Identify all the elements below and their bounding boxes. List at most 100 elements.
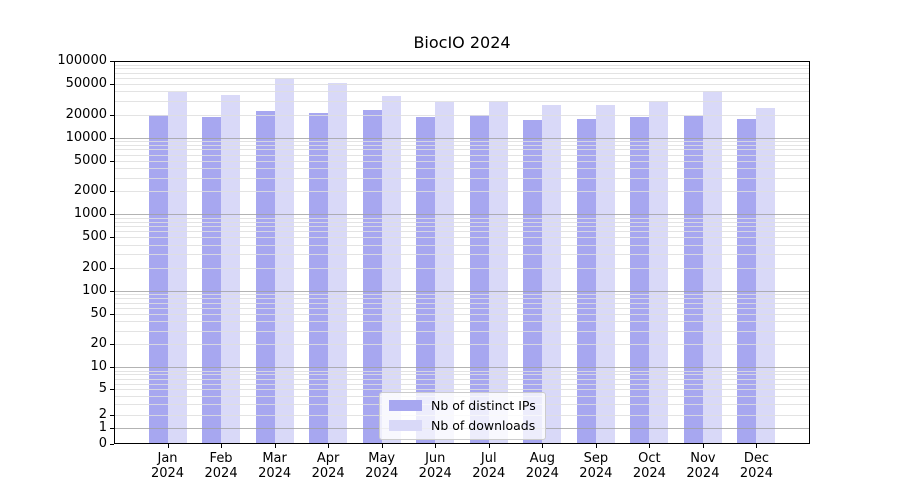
minor-gridline [115, 141, 809, 143]
minor-gridline [115, 101, 809, 103]
x-tick-mark [328, 444, 330, 448]
x-tick-label-sep: Sep 2024 [566, 451, 626, 481]
minor-gridline [115, 149, 809, 151]
minor-gridline [115, 389, 809, 391]
x-tick-year-label: 2024 [632, 466, 666, 481]
x-tick-label-jan: Jan 2024 [138, 451, 198, 481]
x-tick-mark [595, 444, 597, 448]
x-tick-label-may: May 2024 [352, 451, 412, 481]
minor-gridline [115, 294, 809, 296]
minor-gridline [115, 217, 809, 219]
y-tick-label: 100000 [57, 53, 107, 68]
y-tick-mark [110, 389, 114, 390]
bar-distinct-ips-apr [309, 112, 329, 444]
legend-swatch-distinct-ips [389, 400, 422, 411]
x-tick-mark [756, 444, 758, 448]
y-tick-label: 5000 [73, 153, 107, 168]
x-tick-label-jul: Jul 2024 [459, 451, 519, 481]
y-tick-mark [110, 444, 114, 445]
bar-distinct-ips-jul [469, 115, 489, 444]
y-tick-label: 50000 [65, 76, 107, 91]
minor-gridline [115, 191, 809, 193]
minor-gridline [115, 160, 809, 162]
minor-gridline [115, 244, 809, 246]
y-tick-label: 50 [90, 306, 107, 321]
x-tick-label-jun: Jun 2024 [405, 451, 465, 481]
x-tick-year-label: 2024 [204, 466, 238, 481]
minor-gridline [115, 254, 809, 256]
x-tick-year-label: 2024 [739, 466, 773, 481]
x-tick-year-label: 2024 [525, 466, 559, 481]
x-tick-mark [702, 444, 704, 448]
x-tick-mark [167, 444, 169, 448]
x-tick-year-label: 2024 [472, 466, 506, 481]
major-gridline [115, 214, 809, 216]
y-tick-label: 1 [98, 420, 107, 435]
x-tick-year-label: 2024 [150, 466, 185, 481]
x-tick-mark [221, 444, 223, 448]
minor-gridline [115, 154, 809, 156]
y-tick-mark [110, 415, 114, 416]
minor-gridline [115, 221, 809, 223]
y-tick-label: 10 [90, 359, 107, 374]
y-tick-mark [110, 214, 114, 215]
legend-label-downloads: Nb of downloads [431, 418, 536, 433]
y-tick-mark [110, 314, 114, 315]
x-tick-year-label: 2024 [418, 466, 452, 481]
x-tick-year-label: 2024 [311, 466, 345, 481]
minor-gridline [115, 226, 809, 228]
bar-distinct-ips-nov [683, 115, 703, 444]
y-tick-label: 10000 [65, 130, 107, 145]
x-tick-mark [381, 444, 383, 448]
x-tick-label-dec: Dec 2024 [726, 451, 786, 481]
minor-gridline [115, 370, 809, 372]
bar-distinct-ips-dec [737, 119, 757, 444]
y-tick-mark [110, 115, 114, 116]
bar-distinct-ips-jan [148, 115, 168, 444]
bar-distinct-ips-feb [202, 117, 222, 444]
bar-downloads-feb [221, 94, 241, 444]
minor-gridline [115, 307, 809, 309]
minor-gridline [115, 378, 809, 380]
y-tick-label: 20000 [65, 107, 107, 122]
major-gridline [115, 137, 809, 139]
y-tick-label: 0 [98, 436, 107, 451]
y-tick-mark [110, 291, 114, 292]
x-tick-mark [488, 444, 490, 448]
y-tick-mark [110, 161, 114, 162]
legend-item-distinct-ips: Nb of distinct IPs [389, 398, 536, 413]
minor-gridline [115, 114, 809, 116]
y-tick-mark [110, 428, 114, 429]
y-tick-mark [110, 61, 114, 62]
legend-swatch-downloads [389, 420, 422, 431]
bar-downloads-aug [542, 105, 562, 444]
minor-gridline [115, 68, 809, 70]
x-tick-label-aug: Aug 2024 [512, 451, 572, 481]
y-tick-mark [110, 191, 114, 192]
minor-gridline [115, 84, 809, 86]
bar-downloads-nov [702, 91, 722, 444]
chart-title: BiocIO 2024 [413, 33, 511, 52]
x-tick-year-label: 2024 [365, 466, 399, 481]
minor-gridline [115, 313, 809, 315]
y-tick-label: 2 [98, 407, 107, 422]
minor-gridline [115, 168, 809, 170]
x-tick-mark [435, 444, 437, 448]
y-tick-label: 100 [82, 283, 107, 298]
minor-gridline [115, 383, 809, 385]
minor-gridline [115, 145, 809, 147]
bar-downloads-jun [435, 101, 455, 444]
minor-gridline [115, 321, 809, 323]
minor-gridline [115, 237, 809, 239]
x-tick-mark [274, 444, 276, 448]
x-tick-label-apr: Apr 2024 [298, 451, 358, 481]
minor-gridline [115, 374, 809, 376]
bar-distinct-ips-oct [630, 116, 650, 444]
minor-gridline [115, 302, 809, 304]
axes-box [114, 61, 810, 444]
legend: Nb of distinct IPs Nb of downloads [379, 392, 546, 440]
x-tick-label-mar: Mar 2024 [245, 451, 305, 481]
y-tick-mark [110, 367, 114, 368]
x-tick-label-oct: Oct 2024 [619, 451, 679, 481]
bar-distinct-ips-aug [523, 119, 543, 444]
